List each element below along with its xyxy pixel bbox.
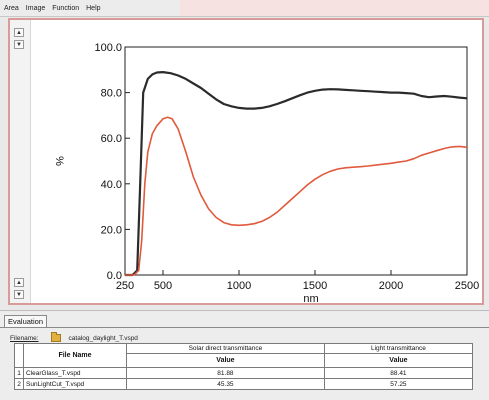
y-tick-label: 80.0 <box>101 88 122 100</box>
row-light-value: 88.41 <box>323 367 474 379</box>
row-solar-value: 45.35 <box>126 378 325 390</box>
y-tick-label: 100.0 <box>94 42 122 54</box>
filename-label: Filename: <box>10 334 39 342</box>
menu-help[interactable]: Help <box>86 4 101 12</box>
x-tick-label: 2000 <box>379 280 403 292</box>
row-solar-value: 81.88 <box>126 367 325 379</box>
x-tick-label: 1000 <box>227 280 251 292</box>
zoom-out-up-button[interactable]: ▲ <box>14 278 24 287</box>
menu-function[interactable]: Function <box>52 4 80 12</box>
table-row[interactable]: 1 ClearGlass_T.vspd 81.88 88.41 <box>14 367 474 379</box>
zoom-in-up-button[interactable]: ▲ <box>14 28 24 37</box>
column-header-light-value: Value <box>323 353 474 368</box>
table-group-header-row: File Name Solar direct transmittance Lig… <box>14 343 474 368</box>
evaluation-panel: Evaluation Filename: catalog_daylight_T.… <box>0 310 489 400</box>
x-tick-label: 1500 <box>303 280 327 292</box>
x-tick-label: 500 <box>154 280 172 292</box>
zoom-out-down-button[interactable]: ▼ <box>14 290 24 299</box>
row-light-value: 57.25 <box>323 378 474 390</box>
menu-area[interactable]: Area <box>4 4 19 12</box>
spectrum-chart: 0.0 20.0 40.0 60.0 80.0 100.0 250 500 1000 1500 20… <box>53 42 479 303</box>
x-axis-label: nm <box>303 293 318 303</box>
folder-icon[interactable] <box>50 332 61 342</box>
y-tick-label: 0.0 <box>107 270 122 282</box>
x-tick-label: 2500 <box>455 280 479 292</box>
plot-area <box>124 46 468 276</box>
results-table: File Name Solar direct transmittance Lig… <box>14 343 474 390</box>
zoom-in-down-button[interactable]: ▼ <box>14 40 24 49</box>
filename-value: catalog_daylight_T.vspd <box>68 334 138 342</box>
y-tick-label: 20.0 <box>101 224 122 236</box>
table-corner <box>14 343 24 368</box>
row-file-name: ClearGlass_T.vspd <box>23 367 127 379</box>
menu-image[interactable]: Image <box>25 4 46 12</box>
series-line-2 <box>125 116 468 276</box>
y-tick-label: 60.0 <box>101 133 122 145</box>
group-header-light: Light transmittance <box>323 343 474 354</box>
graph-panel: ▲ ▼ ▲ ▼ 0.0 20.0 40.0 60.0 80.0 100.0 250 500 10… <box>8 18 484 305</box>
y-axis-label: % <box>53 156 65 166</box>
tab-underline <box>0 327 489 328</box>
tab-evaluation[interactable]: Evaluation <box>4 315 48 328</box>
row-number: 1 <box>14 367 24 379</box>
row-file-name: SunLightCut_T.vspd <box>23 378 127 390</box>
table-row[interactable]: 2 SunLightCut_T.vspd 45.35 57.25 <box>14 378 474 390</box>
zoom-control-strip: ▲ ▼ ▲ ▼ <box>10 20 31 303</box>
y-tick-label: 40.0 <box>101 179 122 191</box>
filename-row: Filename: catalog_daylight_T.vspd <box>10 332 138 344</box>
column-header-file-name: File Name <box>23 343 127 368</box>
series-line-1 <box>125 70 468 277</box>
title-accent-bar <box>180 0 489 16</box>
x-tick-label: 250 <box>116 280 134 292</box>
row-number: 2 <box>14 378 24 390</box>
column-header-solar-value: Value <box>126 353 325 368</box>
group-header-solar: Solar direct transmittance <box>126 343 325 354</box>
